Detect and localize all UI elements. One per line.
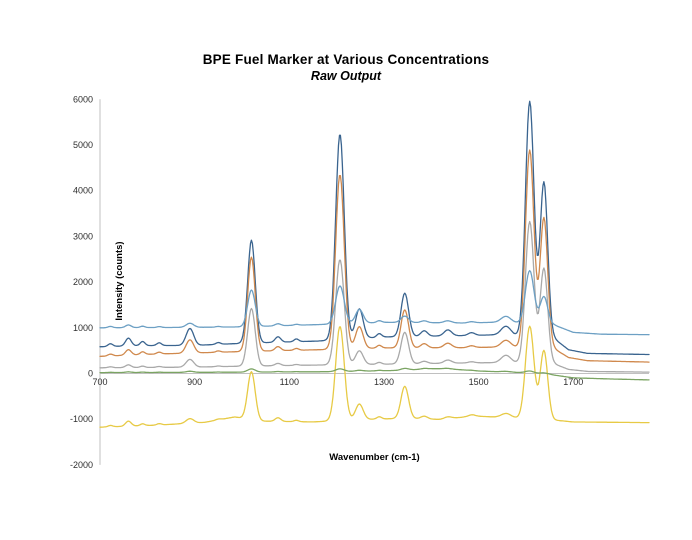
spectrum-line-series-2 (99, 149, 650, 363)
y-tick-label: 3000 (73, 231, 93, 241)
y-axis-title: Intensity (counts) (114, 241, 125, 321)
y-tick-label: -1000 (70, 414, 93, 424)
x-axis-title: Wavenumber (cm-1) (329, 452, 420, 463)
y-tick-label: 6000 (73, 94, 93, 104)
y-tick-label: 1000 (73, 323, 93, 333)
y-tick-label: 2000 (73, 277, 93, 287)
spectrum-line-series-5 (99, 269, 650, 336)
x-tick-label: 700 (92, 377, 107, 387)
spectrum-line-series-3 (99, 220, 650, 373)
spectrum-line-series-4 (99, 325, 650, 428)
y-tick-label: -2000 (70, 460, 93, 470)
chart-title-block: BPE Fuel Marker at Various Concentration… (0, 52, 692, 84)
x-tick-label: 1500 (469, 377, 489, 387)
x-tick-label: 1100 (280, 377, 299, 387)
x-tick-label: 900 (187, 377, 202, 387)
chart-title: BPE Fuel Marker at Various Concentration… (202, 52, 490, 67)
y-tick-label: 0 (88, 369, 93, 379)
spectrum-line-series-1 (99, 100, 650, 356)
chart-subtitle: Raw Output (310, 69, 382, 83)
x-tick-label: 1300 (374, 377, 394, 387)
y-tick-label: 5000 (73, 140, 93, 150)
x-tick-label: 1700 (563, 377, 583, 387)
y-tick-label: 4000 (73, 186, 93, 196)
spectrum-line-series-6 (99, 367, 650, 381)
